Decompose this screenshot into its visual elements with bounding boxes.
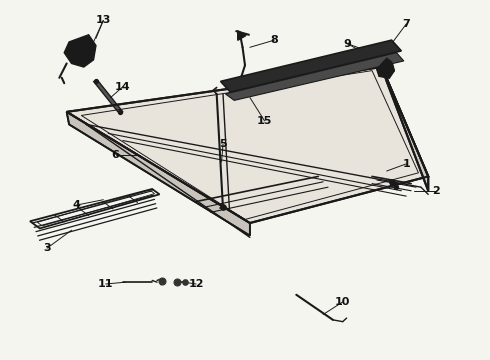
- Text: 5: 5: [219, 139, 227, 149]
- Text: 15: 15: [257, 116, 272, 126]
- Polygon shape: [64, 35, 96, 67]
- Polygon shape: [382, 67, 428, 191]
- Text: 7: 7: [402, 19, 410, 29]
- Text: 1: 1: [402, 159, 410, 169]
- Text: 10: 10: [335, 297, 350, 307]
- Text: 3: 3: [43, 243, 51, 253]
- Text: 12: 12: [188, 279, 204, 289]
- Text: 14: 14: [115, 82, 131, 92]
- Text: 6: 6: [112, 150, 120, 160]
- Text: 11: 11: [98, 279, 114, 289]
- Text: 2: 2: [432, 186, 440, 196]
- Text: 4: 4: [73, 200, 80, 210]
- Polygon shape: [67, 67, 428, 223]
- Polygon shape: [377, 58, 394, 78]
- Text: 8: 8: [270, 35, 278, 45]
- Polygon shape: [225, 53, 404, 100]
- Text: 9: 9: [343, 39, 351, 49]
- Polygon shape: [67, 112, 250, 235]
- Text: 13: 13: [96, 15, 111, 26]
- Polygon shape: [220, 40, 401, 92]
